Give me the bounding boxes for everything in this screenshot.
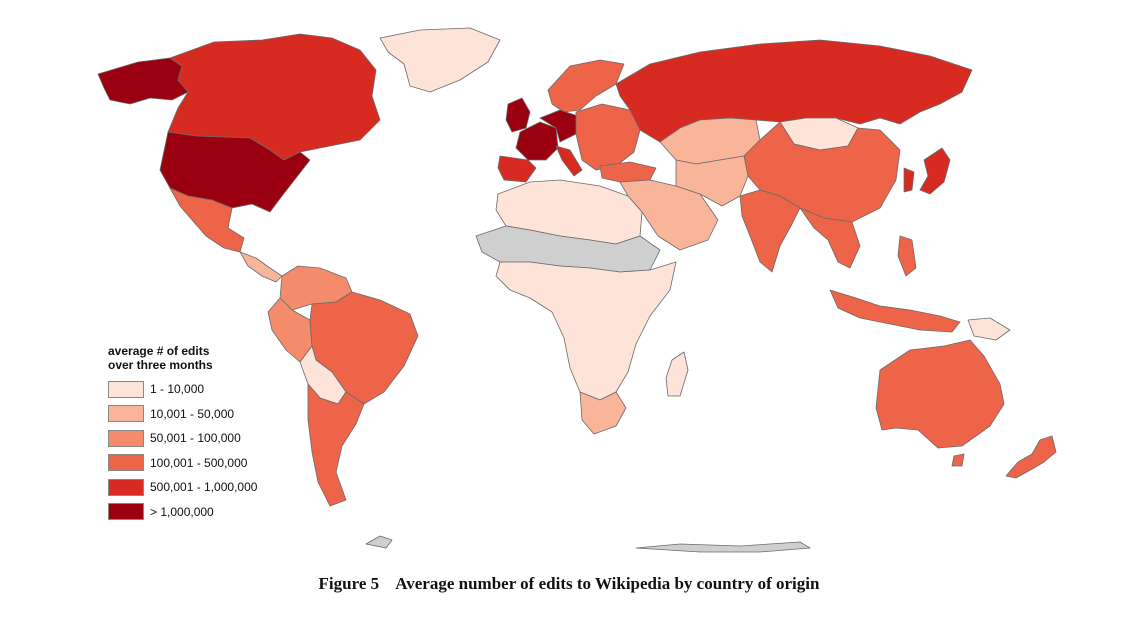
legend-title: average # of edits over three months [108,344,213,372]
map-canvas [97,27,1057,553]
legend-label: 50,001 - 100,000 [150,431,241,446]
country-italy [555,145,583,177]
legend-swatch [108,478,144,496]
countries-layer [97,27,1057,553]
country-korea [903,167,915,193]
country-spain [497,155,537,183]
legend-label: 100,001 - 500,000 [150,455,248,470]
country-madagascar [665,351,689,397]
legend-row: 50,001 - 100,000 [108,429,308,447]
country-southeast-asia [799,207,861,269]
country-japan [919,147,951,195]
country-south-africa [579,391,627,435]
country-eastern-europe [575,103,641,171]
legend-swatch [108,380,144,398]
country-papua [967,317,1011,341]
country-new-zealand [1005,435,1057,479]
country-canada [167,33,381,161]
country-iran-pakistan [675,155,749,207]
country-india [739,189,801,273]
legend-swatch [108,454,144,472]
country-antarctica-no-data [635,541,811,553]
country-tasmania [951,453,965,467]
country-france [515,121,559,161]
country-united-kingdom [505,97,531,133]
country-australia [875,339,1005,449]
world-map: average # of edits over three months 1 -… [97,27,1057,553]
legend-label: > 1,000,000 [150,504,214,519]
legend-row: > 1,000,000 [108,503,308,521]
country-scandinavia [547,59,625,113]
country-philippines [897,235,917,277]
country-greenland [379,27,501,93]
legend-label: 10,001 - 50,000 [150,406,235,421]
legend-swatch [108,503,144,521]
country-antarctica-west-no-data [365,535,393,549]
legend-row: 500,001 - 1,000,000 [108,478,308,496]
country-indonesia [829,289,961,333]
country-alaska [97,57,189,105]
legend-swatch [108,429,144,447]
legend-row: 1 - 10,000 [108,380,308,398]
figure-caption-text: Average number of edits to Wikipedia by … [395,574,820,593]
legend-row: 10,001 - 50,000 [108,405,308,423]
figure-caption: Figure 5 Average number of edits to Wiki… [0,574,1138,594]
legend-swatch [108,405,144,423]
legend-label: 1 - 10,000 [150,382,205,396]
country-argentina [307,383,365,507]
country-mexico [169,187,245,253]
map-legend: average # of edits over three months 1 -… [108,344,308,528]
country-turkey [599,161,657,183]
legend-label: 500,001 - 1,000,000 [150,480,258,495]
country-central-america [239,251,283,283]
legend-row: 100,001 - 500,000 [108,454,308,472]
figure-number: Figure 5 [318,574,380,593]
country-central-africa [495,261,677,401]
